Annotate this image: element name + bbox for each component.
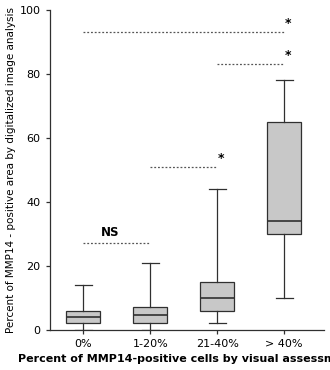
PathPatch shape xyxy=(268,122,301,234)
Text: *: * xyxy=(217,152,224,165)
PathPatch shape xyxy=(134,307,167,323)
X-axis label: Percent of MMP14-positive cells by visual assessment: Percent of MMP14-positive cells by visua… xyxy=(18,354,330,364)
PathPatch shape xyxy=(67,311,100,323)
Text: *: * xyxy=(284,50,291,63)
Text: NS: NS xyxy=(101,226,119,239)
Y-axis label: Percent of MMP14 - positive area by digitalized image analysis: Percent of MMP14 - positive area by digi… xyxy=(6,7,16,333)
PathPatch shape xyxy=(201,282,234,311)
Text: *: * xyxy=(284,17,291,30)
